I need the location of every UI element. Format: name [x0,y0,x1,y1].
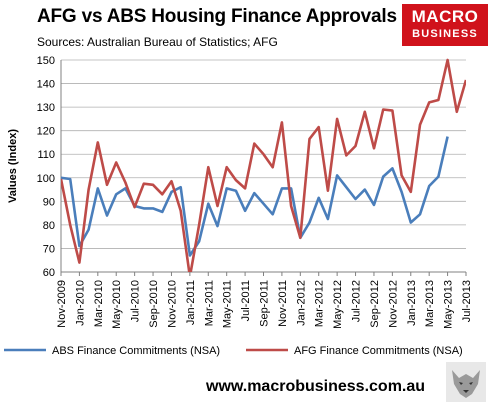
x-tick-label: May-2013 [443,280,455,329]
x-tick-label: Jul-2010 [130,280,142,322]
y-tick-label: 150 [37,55,55,67]
y-tick-label: 120 [37,126,55,138]
y-tick-label: 90 [43,196,55,208]
y-tick-label: 100 [37,173,55,185]
x-tick-label: Jul-2012 [351,280,363,322]
x-tick-label: May-2010 [111,280,123,329]
chart-title: AFG vs ABS Housing Finance Approvals [37,6,397,27]
y-tick-label: 60 [43,267,55,279]
x-tick-label: Nov-2009 [56,280,68,328]
x-tick-label: Nov-2012 [387,280,399,328]
logo-line-1: MACRO [411,7,479,26]
chart-subtitle: Sources: Australian Bureau of Statistics… [37,35,278,49]
y-axis-title: Values (Index) [7,129,19,203]
x-tick-label: Sep-2012 [369,280,381,328]
x-tick-label: Jul-2013 [461,280,473,322]
logo-line-2: BUSINESS [412,28,478,40]
x-tick-label: Jan-2012 [295,280,307,326]
wolf-logo-icon [446,362,486,402]
y-tick-label: 140 [37,79,55,91]
x-tick-label: Sep-2010 [148,280,160,328]
legend-label-afg: AFG Finance Commitments (NSA) [294,345,463,357]
macro-business-logo[interactable]: MACRO BUSINESS [402,4,488,46]
x-tick-label: May-2012 [332,280,344,329]
x-tick-label: Sep-2011 [259,280,271,327]
x-tick-label: Nov-2011 [277,280,289,327]
y-tick-label: 110 [37,149,55,161]
footer-url[interactable]: www.macrobusiness.com.au [206,378,426,395]
x-tick-label: Jan-2011 [185,280,197,325]
x-tick-label: Mar-2011 [203,280,215,326]
line-chart: 60 70 80 90 100 110 120 130 140 150 Values (Index)… [4,55,473,357]
x-tick-label: May-2011 [222,280,234,328]
x-tick-label: Jan-2010 [74,280,86,326]
legend-label-abs: ABS Finance Commitments (NSA) [52,345,220,357]
x-tick-label: Mar-2010 [93,280,105,327]
abs-series-line [61,136,449,257]
y-tick-label: 80 [43,220,55,232]
y-tick-label: 130 [37,102,55,114]
y-tick-label: 70 [43,243,55,255]
x-tick-label: Mar-2012 [314,280,326,327]
x-tick-label: Jan-2013 [406,280,418,326]
afg-series-line [61,58,466,272]
x-tick-label: Mar-2013 [424,280,436,327]
x-tick-label: Jul-2011 [240,280,252,321]
x-tick-label: Nov-2010 [166,280,178,328]
